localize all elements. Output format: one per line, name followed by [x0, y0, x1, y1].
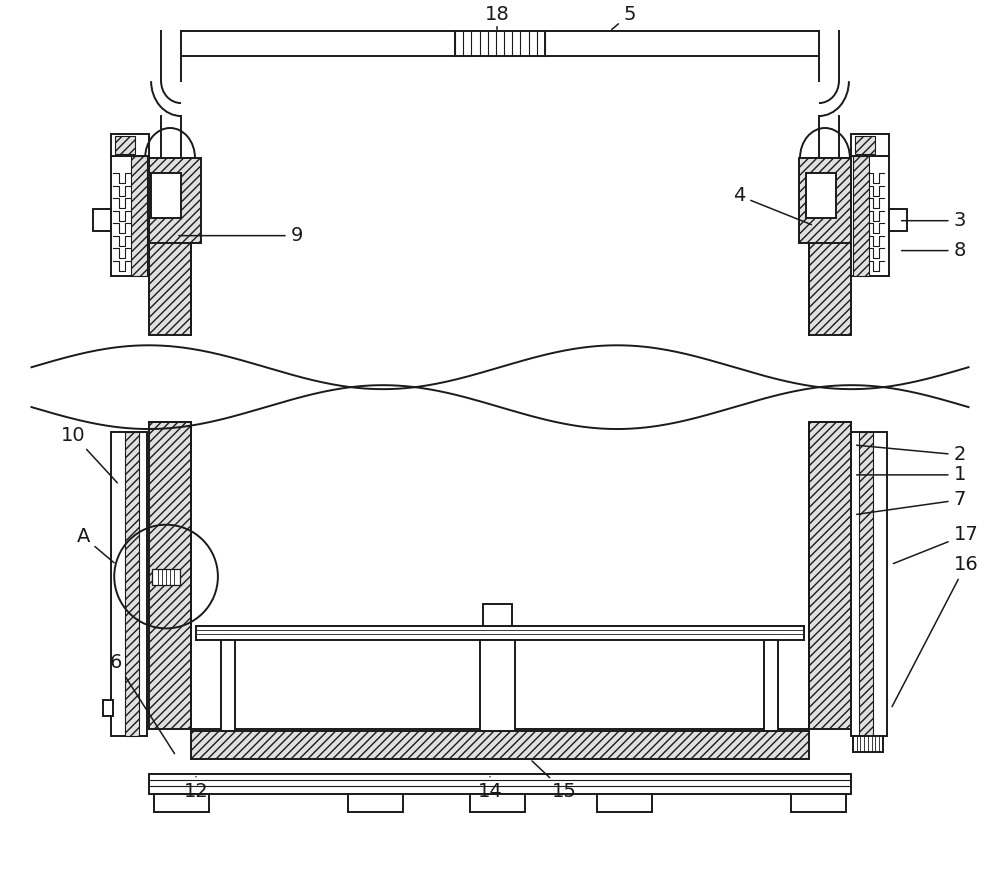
Text: 12: 12 [184, 777, 208, 802]
Bar [149, 774, 851, 794]
Text: 1: 1 [857, 466, 966, 485]
Bar [111, 432, 147, 736]
Bar [111, 156, 149, 276]
Text: 10: 10 [61, 425, 117, 483]
Text: 3: 3 [902, 211, 966, 230]
Bar [853, 156, 869, 276]
Bar [154, 794, 209, 812]
Text: 16: 16 [892, 555, 978, 707]
Bar [851, 156, 889, 276]
Bar [149, 158, 191, 335]
Text: 17: 17 [893, 525, 978, 564]
Text: 2: 2 [857, 445, 966, 465]
Text: 9: 9 [179, 226, 303, 245]
Bar [851, 432, 887, 736]
Bar [483, 605, 512, 626]
Text: 5: 5 [612, 5, 636, 30]
Text: 6: 6 [110, 653, 175, 753]
Bar [853, 736, 883, 752]
Bar [799, 158, 851, 242]
Bar [93, 209, 111, 231]
Bar [125, 432, 139, 736]
Bar [806, 173, 836, 218]
Text: 15: 15 [532, 761, 577, 802]
Bar [103, 700, 113, 716]
Bar [152, 569, 180, 584]
Bar [597, 794, 652, 812]
Bar [855, 136, 875, 154]
Bar [149, 158, 201, 242]
Bar [791, 794, 846, 812]
Bar [889, 209, 907, 231]
Bar [191, 732, 809, 759]
Bar [764, 640, 778, 732]
Bar [151, 173, 181, 218]
Text: 4: 4 [733, 186, 811, 225]
Bar [480, 640, 515, 732]
Bar [131, 156, 147, 276]
Bar [809, 422, 851, 729]
Bar [470, 794, 525, 812]
Text: 7: 7 [857, 490, 966, 514]
Text: 18: 18 [485, 5, 509, 29]
Bar [455, 31, 545, 56]
Bar [348, 794, 403, 812]
Bar [221, 640, 235, 732]
Bar [111, 134, 149, 156]
Bar [115, 136, 135, 154]
Bar [809, 158, 851, 335]
Text: 14: 14 [478, 777, 502, 802]
Bar [149, 422, 191, 729]
Text: A: A [77, 527, 114, 563]
Bar [851, 134, 889, 156]
Text: 8: 8 [902, 242, 966, 260]
Bar [859, 432, 873, 736]
